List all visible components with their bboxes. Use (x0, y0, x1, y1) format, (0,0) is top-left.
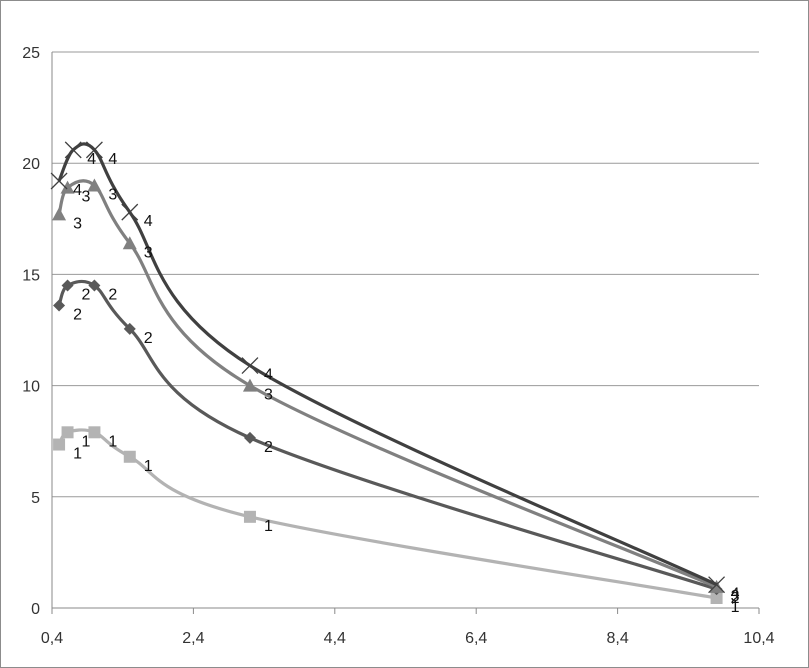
data-label: 3 (144, 244, 153, 261)
data-label: 3 (82, 189, 91, 206)
marker-diamond (61, 279, 74, 292)
marker-x-stroke (241, 357, 259, 375)
marker-x-stroke (85, 141, 103, 159)
marker-square (53, 438, 66, 451)
marker-triangle (242, 378, 257, 392)
marker-x (121, 203, 139, 221)
marker-x-stroke (50, 172, 68, 190)
data-label: 2 (144, 330, 153, 347)
data-label: 2 (73, 307, 82, 324)
series-1-line (57, 428, 717, 600)
grid-layer (52, 51, 759, 498)
marker-x (241, 357, 259, 375)
x-tick-label: 4,4 (324, 630, 346, 647)
data-label: 1 (73, 446, 82, 463)
data-label: 4 (87, 151, 96, 168)
data-label: 2 (731, 590, 740, 607)
marker-x-stroke (121, 203, 139, 221)
marker-triangle (87, 178, 102, 192)
data-label: 4 (264, 367, 273, 384)
data-label: 4 (731, 586, 740, 603)
x-tick-label: 6,4 (465, 630, 487, 647)
series-layer (50, 141, 726, 604)
data-label: 3 (264, 387, 273, 404)
data-label: 3 (73, 215, 82, 232)
data-label: 4 (108, 151, 117, 168)
data-label: 2 (108, 287, 117, 304)
marker-square (88, 426, 101, 439)
x-tick-label: 0,4 (41, 630, 63, 647)
marker-x (708, 576, 726, 594)
marker-x (85, 141, 103, 159)
data-label: 4 (144, 213, 153, 230)
marker-triangle (52, 207, 67, 221)
y-tick-label: 0 (31, 601, 40, 618)
marker-triangle (122, 236, 137, 250)
marker-diamond (123, 322, 136, 335)
axis-layer: 0 5 10 15 20 25 0,4 2,4 4,4 6,4 8,4 10,4 (22, 45, 774, 647)
x-tick-label: 8,4 (606, 630, 628, 647)
series-3-line (57, 179, 718, 589)
data-label: 1 (108, 433, 117, 450)
x-tick-label: 10,4 (743, 630, 774, 647)
data-label: 2 (82, 287, 91, 304)
data-label: 1 (264, 518, 273, 535)
data-label: 4 (73, 182, 82, 199)
marker-square (710, 591, 723, 604)
x-tick-label: 2,4 (182, 630, 204, 647)
data-label: 1 (144, 458, 153, 475)
marker-square (123, 450, 136, 463)
marker-triangle (60, 180, 75, 194)
marker-x-stroke (64, 141, 82, 159)
marker-x (50, 172, 68, 190)
y-tick-label: 10 (22, 379, 40, 396)
marker-diamond (88, 279, 101, 292)
y-tick-label: 5 (31, 490, 40, 507)
data-label: 1 (731, 599, 740, 616)
data-label: 2 (264, 439, 273, 456)
y-tick-label: 15 (22, 267, 40, 284)
y-tick-label: 20 (22, 156, 40, 173)
marker-diamond (243, 431, 256, 444)
data-label: 3 (108, 186, 117, 203)
marker-diamond (53, 299, 66, 312)
y-tick-label: 25 (22, 45, 40, 62)
marker-square (243, 510, 256, 523)
marker-triangle (709, 579, 724, 593)
marker-square (61, 426, 74, 439)
series-4-line (57, 142, 718, 587)
data-label: 3 (731, 588, 740, 605)
marker-x (64, 141, 82, 159)
data-label: 1 (82, 433, 91, 450)
marker-x-stroke (708, 576, 726, 594)
